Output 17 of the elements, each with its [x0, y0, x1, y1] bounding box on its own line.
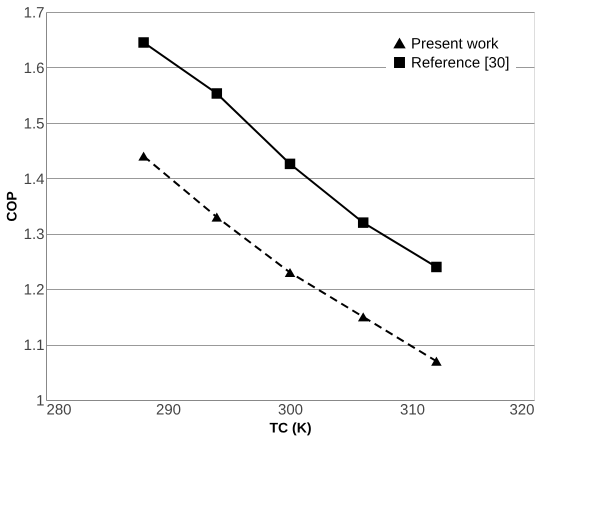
y-tick-label: 1.3 — [24, 226, 44, 244]
x-tick-label: 300 — [278, 402, 304, 418]
y-tick-label: 1.5 — [24, 115, 44, 132]
legend-label: Reference [30] — [411, 54, 510, 72]
y-tick-label: 1.6 — [24, 60, 44, 77]
x-tick-label: 310 — [400, 402, 426, 418]
y-axis-title: COP — [4, 191, 20, 222]
y-tick-label: 1.1 — [24, 337, 44, 354]
y-tick-label: 1.7 — [24, 4, 44, 22]
x-tick-label: 320 — [509, 402, 534, 418]
legend-label: Present work — [411, 36, 500, 52]
x-tick-label: 290 — [156, 402, 182, 418]
y-tick-label: 1.2 — [24, 282, 44, 299]
x-axis-title: TC (K) — [270, 420, 312, 436]
y-tick-label: 1.4 — [24, 170, 44, 188]
x-tick-label: 280 — [46, 402, 72, 418]
y-tick-label: 1 — [36, 392, 44, 410]
